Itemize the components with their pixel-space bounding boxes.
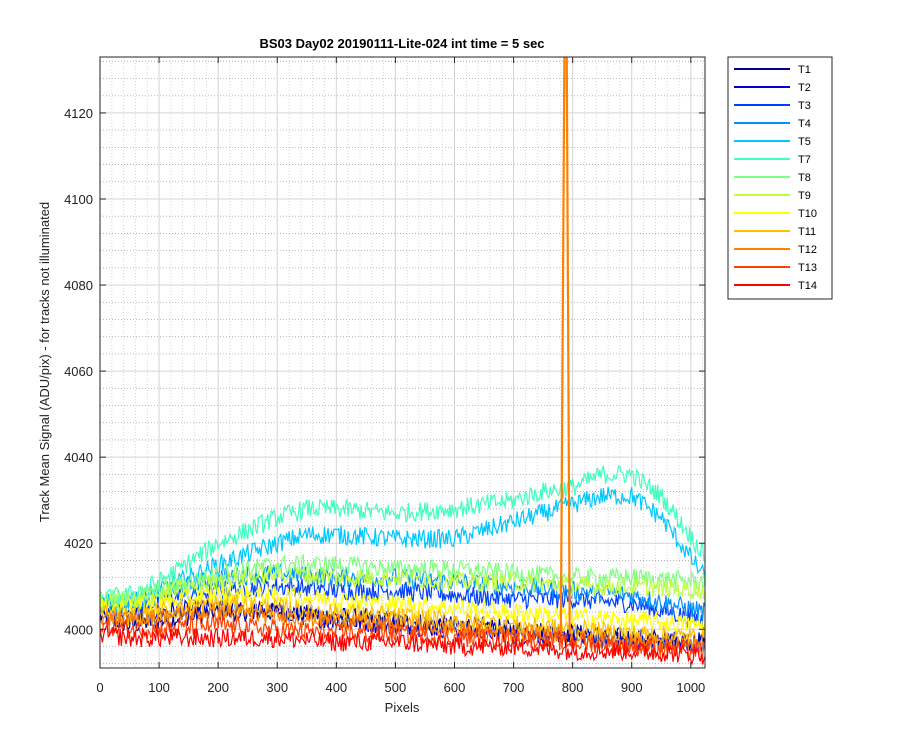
y-tick-label: 4120: [64, 106, 93, 121]
x-tick-label: 1000: [676, 680, 705, 695]
legend-label-t9: T9: [798, 190, 811, 202]
series-line-t5: [100, 486, 705, 614]
axis-ticks: 0 100 200 300 400 500 600 700 800 900 1000 4000 4020…: [64, 57, 705, 695]
legend-label-t4: T4: [798, 118, 811, 130]
legend-label-t1: T1: [798, 64, 811, 76]
y-tick-label: 4020: [64, 536, 93, 551]
y-tick-label: 4080: [64, 278, 93, 293]
legend-label-t2: T2: [798, 82, 811, 94]
legend-label-t11: T11: [798, 226, 816, 238]
x-tick-label: 500: [385, 680, 407, 695]
y-tick-label: 4100: [64, 192, 93, 207]
x-axis-label: Pixels: [385, 700, 420, 715]
legend-label-t7: T7: [798, 154, 811, 166]
x-tick-label: 200: [207, 680, 229, 695]
chart-title: BS03 Day02 20190111-Lite-024 int time = …: [259, 36, 544, 51]
series-line-t13: [100, 615, 705, 660]
x-tick-label: 700: [503, 680, 525, 695]
x-tick-label: 600: [444, 680, 466, 695]
legend-label-t13: T13: [798, 262, 817, 274]
series-line-t11: [100, 594, 705, 649]
series-line-t12: [559, 57, 571, 634]
x-tick-label: 900: [621, 680, 643, 695]
legend-label-t10: T10: [798, 208, 817, 220]
x-tick-label: 800: [562, 680, 584, 695]
legend-label-t12: T12: [798, 244, 817, 256]
legend-label-t14: T14: [798, 280, 817, 292]
y-tick-label: 4000: [64, 622, 93, 637]
x-tick-label: 100: [148, 680, 170, 695]
y-tick-label: 4040: [64, 450, 93, 465]
x-tick-label: 300: [266, 680, 288, 695]
x-tick-label: 0: [96, 680, 103, 695]
legend-label-t8: T8: [798, 172, 811, 184]
series-line-t7: [100, 465, 705, 606]
y-axis-label: Track Mean Signal (ADU/pix) - for tracks…: [37, 202, 52, 522]
y-tick-label: 4060: [64, 364, 93, 379]
x-tick-label: 400: [325, 680, 347, 695]
series-line-t9: [100, 563, 705, 613]
axes-box: [99, 56, 706, 669]
series-line-t14: [100, 622, 705, 666]
legend-label-t3: T3: [798, 100, 811, 112]
legend-label-t5: T5: [798, 136, 811, 148]
series-group: [100, 57, 705, 666]
grid-lines: [100, 57, 705, 668]
legend: T1 T2 T3 T4 T5 T7 T8 T9 T10 T11 T12 T13 T14: [727, 56, 833, 300]
series-line-t10: [100, 584, 705, 634]
plot-lines: [100, 57, 705, 666]
